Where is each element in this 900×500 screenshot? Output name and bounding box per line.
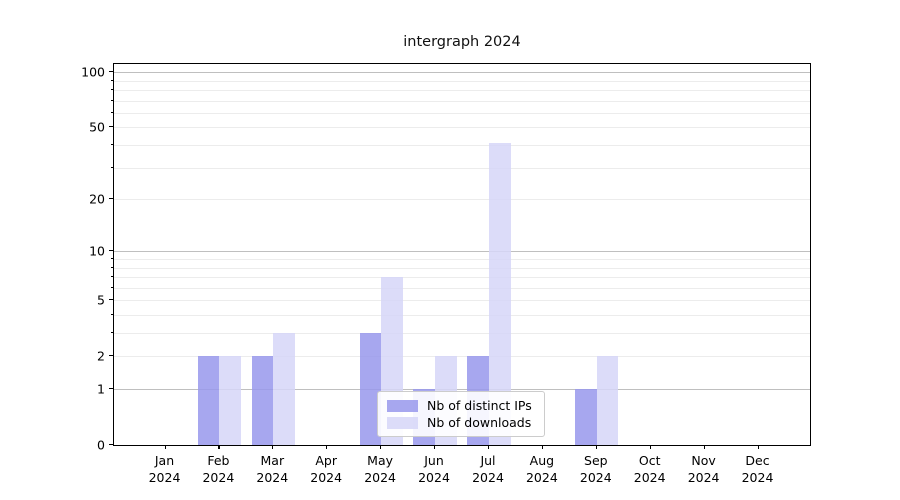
legend-swatch-distinct-ips <box>387 399 418 412</box>
x-tick-label-dec: Dec 2024 <box>741 453 774 485</box>
x-tick-jun <box>434 445 436 449</box>
gridline-y-60 <box>114 112 810 114</box>
y-tick-label-5: 5 <box>97 292 105 308</box>
x-tick-label-jan: Jan 2024 <box>148 453 181 485</box>
legend-label-downloads: Nb of downloads <box>427 415 532 430</box>
gridline-y-40 <box>114 144 810 146</box>
bar-mar-downloads <box>273 333 295 445</box>
bar-mar-distinct-ips <box>251 356 274 445</box>
x-tick-may <box>380 445 382 449</box>
x-tick-label-apr: Apr 2024 <box>310 453 343 485</box>
gridline-y-30 <box>114 167 810 169</box>
y-tick-label-2: 2 <box>97 348 105 364</box>
y-minortick-30 <box>111 166 113 168</box>
legend-label-distinct-ips: Nb of distinct IPs <box>427 398 532 413</box>
x-tick-jul <box>488 445 490 449</box>
bar-sep-downloads <box>596 356 619 445</box>
x-tick-label-jul: Jul 2024 <box>472 453 504 485</box>
y-tick-label-100: 100 <box>81 64 105 80</box>
gridline-y-8 <box>114 267 810 269</box>
y-minortick-80 <box>111 88 113 91</box>
x-tick-label-may: May 2024 <box>364 453 396 485</box>
y-minortick-2 <box>111 355 113 357</box>
gridline-y-20 <box>114 199 810 200</box>
x-tick-label-nov: Nov 2024 <box>687 453 720 485</box>
gridline-y-10 <box>114 251 810 253</box>
x-tick-jan <box>164 445 166 449</box>
x-tick-oct <box>649 445 651 449</box>
y-tick-label-1: 1 <box>97 381 105 396</box>
y-tick-label-20: 20 <box>89 191 105 206</box>
x-tick-feb <box>218 445 220 449</box>
y-minortick-70 <box>111 99 113 101</box>
plot-area: Nb of distinct IPs Nb of downloads <box>113 63 811 446</box>
chart-title: intergraph 2024 <box>403 34 521 50</box>
gridline-y-100 <box>114 72 810 74</box>
y-tick-label-50: 50 <box>89 119 105 135</box>
bar-may-distinct-ips <box>359 333 382 445</box>
x-tick-nov <box>703 445 705 449</box>
bar-feb-distinct-ips <box>197 356 220 445</box>
x-tick-label-sep: Sep 2024 <box>579 453 612 485</box>
legend: Nb of distinct IPs Nb of downloads <box>377 391 545 437</box>
gridline-y-4 <box>114 315 810 316</box>
y-minortick-5 <box>111 299 113 301</box>
y-minortick-60 <box>111 111 113 113</box>
gridline-y-5 <box>114 300 810 302</box>
gridline-y-2 <box>114 356 810 358</box>
x-tick-label-feb: Feb 2024 <box>202 453 235 485</box>
legend-row-distinct-ips: Nb of distinct IPs <box>387 398 535 413</box>
y-minortick-3 <box>111 332 113 334</box>
x-tick-apr <box>326 445 328 449</box>
y-tick-label-0: 0 <box>97 437 105 452</box>
y-minortick-40 <box>111 143 113 146</box>
x-tick-aug <box>541 445 544 449</box>
gridline-y-70 <box>114 100 810 102</box>
gridline-y-50 <box>114 127 810 129</box>
gridline-y-1 <box>114 389 810 390</box>
y-tick-label-10: 10 <box>89 243 105 259</box>
gridline-y-90 <box>114 80 810 82</box>
gridline-y-3 <box>114 333 810 334</box>
y-tick-1 <box>109 388 113 390</box>
x-tick-dec <box>757 445 759 449</box>
legend-row-downloads: Nb of downloads <box>387 415 535 430</box>
y-minortick-8 <box>111 266 113 268</box>
y-minortick-20 <box>111 198 113 200</box>
bar-sep-distinct-ips <box>575 389 597 445</box>
y-minortick-7 <box>111 276 113 278</box>
gridline-y-6 <box>114 287 810 289</box>
x-tick-label-jun: Jun 2024 <box>418 453 450 485</box>
x-tick-label-mar: Mar 2024 <box>256 453 289 485</box>
x-tick-sep <box>595 445 597 449</box>
y-tick-10 <box>109 250 113 252</box>
x-tick-mar <box>272 445 274 449</box>
x-tick-label-oct: Oct 2024 <box>633 453 666 485</box>
gridline-y-7 <box>114 277 810 278</box>
gridline-y-80 <box>114 89 810 91</box>
bar-feb-downloads <box>219 356 241 445</box>
bar-jul-downloads <box>489 143 511 445</box>
y-minortick-50 <box>111 126 113 128</box>
legend-swatch-downloads <box>387 416 418 429</box>
x-tick-label-aug: Aug 2024 <box>525 453 558 485</box>
y-tick-0 <box>109 444 113 446</box>
y-minortick-90 <box>111 79 113 81</box>
gridline-y-9 <box>114 259 810 260</box>
y-minortick-9 <box>111 258 113 260</box>
y-minortick-4 <box>111 314 113 316</box>
y-minortick-6 <box>111 286 113 288</box>
y-tick-100 <box>109 71 113 73</box>
